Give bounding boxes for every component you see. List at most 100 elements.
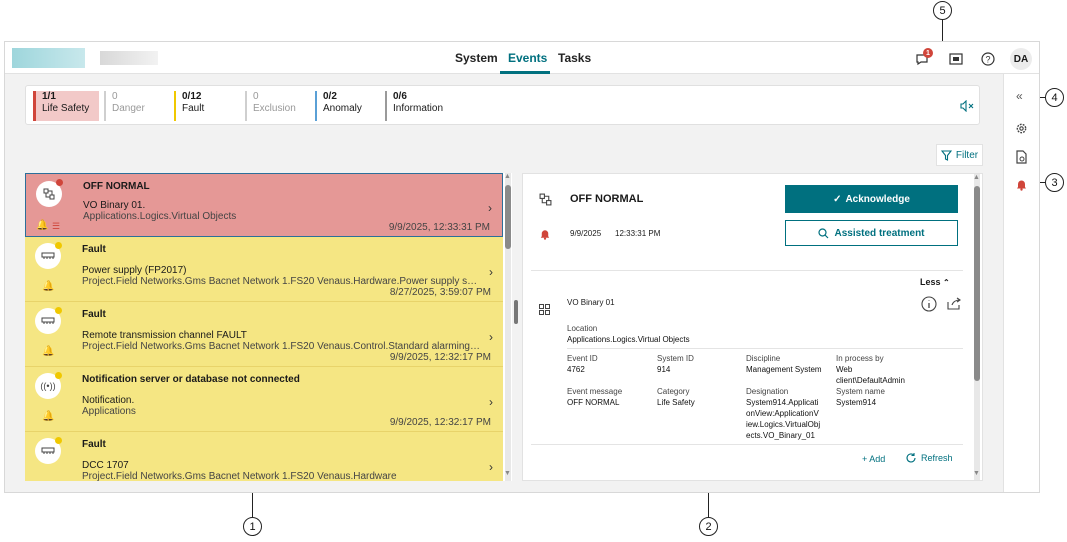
summary-count: 0/12 xyxy=(182,91,202,102)
event-card[interactable]: 🔔 Fault Power supply (FP2017) Project.Fi… xyxy=(25,237,503,302)
event-card[interactable]: ((•)) 🔔 Notification server or database … xyxy=(25,367,503,432)
callout-1: 1 xyxy=(243,517,262,536)
summary-label: Danger xyxy=(112,103,145,114)
detail-scroll-thumb[interactable] xyxy=(974,186,980,381)
event-card[interactable]: Fault DCC 1707 Project.Field Networks.Gm… xyxy=(25,432,503,481)
designation-value: System914.Applicati xyxy=(746,398,819,407)
event-line1: Notification. xyxy=(82,395,135,406)
help-icon[interactable]: ? xyxy=(980,51,996,67)
less-toggle[interactable]: Less ⌃ xyxy=(920,277,950,287)
alarm-bell-icon: 🔔 xyxy=(42,281,55,292)
list-scrollbar[interactable] xyxy=(505,173,511,481)
less-label: Less xyxy=(920,277,941,287)
event-title: OFF NORMAL xyxy=(83,181,150,192)
acknowledge-label: Acknowledge xyxy=(845,193,910,205)
tab-tasks[interactable]: Tasks xyxy=(558,51,592,65)
summary-count: 0/6 xyxy=(393,91,407,102)
detail-title: OFF NORMAL xyxy=(570,193,644,205)
summary-anomaly[interactable]: 0/2 Anomaly xyxy=(315,91,375,121)
event-timestamp: 9/9/2025, 12:32:17 PM xyxy=(389,417,491,428)
event-line1: Remote transmission channel FAULT xyxy=(82,330,247,341)
refresh-button[interactable]: Refresh xyxy=(905,452,953,464)
event-summary-bar: 1/1 Life Safety 0 Danger 0/12 Fault 0 Ex… xyxy=(25,85,980,125)
assisted-treatment-button[interactable]: Assisted treatment xyxy=(785,220,958,246)
id-card-icon[interactable] xyxy=(948,51,964,67)
event-line2: Project.Field Networks.Gms Bacnet Networ… xyxy=(82,471,397,481)
scroll-up-icon[interactable]: ▲ xyxy=(973,174,980,181)
designation-value: ects.VO_Binary_01 xyxy=(746,431,815,440)
tab-events[interactable]: Events xyxy=(508,51,548,65)
summary-label: Anomaly xyxy=(323,103,362,114)
summary-count: 0/2 xyxy=(323,91,337,102)
callout-5: 5 xyxy=(933,1,952,20)
summary-label: Fault xyxy=(182,103,205,114)
status-dot xyxy=(55,242,62,249)
list-scroll-thumb[interactable] xyxy=(505,185,511,249)
system-name-label: System name xyxy=(836,387,885,396)
grid-icon xyxy=(539,304,550,318)
tab-system[interactable]: System xyxy=(455,51,498,65)
scroll-down-icon[interactable]: ▼ xyxy=(973,470,980,477)
event-line1: DCC 1707 xyxy=(82,460,129,471)
designation-label: Designation xyxy=(746,387,789,396)
search-icon xyxy=(818,227,829,238)
summary-danger[interactable]: 0 Danger xyxy=(104,91,164,121)
chevron-right-icon: › xyxy=(489,460,493,474)
info-icon[interactable] xyxy=(921,296,937,315)
event-timestamp: 9/9/2025, 12:33:31 PM xyxy=(388,222,490,233)
report-icon[interactable] xyxy=(1015,150,1028,167)
divider xyxy=(531,444,963,445)
avatar[interactable]: DA xyxy=(1010,48,1032,70)
summary-fault[interactable]: 0/12 Fault xyxy=(174,91,234,121)
brand-name xyxy=(100,51,158,65)
system-id-value: 914 xyxy=(657,365,671,374)
event-line1: Power supply (FP2017) xyxy=(82,265,187,276)
object-name: VO Binary 01 xyxy=(567,298,615,307)
list-icon: ☰ xyxy=(52,221,61,231)
gear-icon[interactable] xyxy=(1015,122,1028,138)
callout-3: 3 xyxy=(1045,173,1064,192)
summary-label: Information xyxy=(393,103,444,114)
right-sidebar: « xyxy=(1003,74,1039,492)
category-label: Category xyxy=(657,387,690,396)
alarm-bell-icon: 🔔 xyxy=(42,346,55,357)
pane-splitter[interactable] xyxy=(514,300,518,324)
add-button[interactable]: + Add xyxy=(862,454,885,464)
summary-information[interactable]: 0/6 Information xyxy=(385,91,455,121)
chevron-right-icon: › xyxy=(489,330,493,344)
event-line2: Project.Field Networks.Gms Bacnet Networ… xyxy=(82,276,482,287)
summary-exclusion[interactable]: 0 Exclusion xyxy=(245,91,305,121)
status-dot xyxy=(55,437,62,444)
filter-label: Filter xyxy=(955,149,979,161)
summary-label: Exclusion xyxy=(253,103,296,114)
share-icon[interactable] xyxy=(947,297,962,313)
mute-icon[interactable] xyxy=(960,99,974,115)
top-bar: System Events Tasks 1 ? DA xyxy=(5,42,1039,74)
category-value: Life Safety xyxy=(657,398,695,407)
event-title: Notification server or database not conn… xyxy=(82,374,300,385)
event-title: Fault xyxy=(82,244,106,255)
summary-label: Life Safety xyxy=(42,103,90,114)
scroll-up-icon[interactable]: ▲ xyxy=(504,173,511,180)
scroll-down-icon[interactable]: ▼ xyxy=(504,470,511,477)
system-id-label: System ID xyxy=(657,354,694,363)
system-name-value: System914 xyxy=(836,398,877,407)
event-card[interactable]: 🔔 ☰ OFF NORMAL VO Binary 01. Application… xyxy=(25,173,503,237)
logic-icon xyxy=(539,193,552,209)
messages-icon[interactable]: 1 xyxy=(914,48,933,67)
callout-4: 4 xyxy=(1045,88,1064,107)
svg-text:?: ? xyxy=(985,55,990,65)
device-icon xyxy=(35,243,61,269)
add-label: Add xyxy=(869,454,886,464)
acknowledge-button[interactable]: ✓ Acknowledge xyxy=(785,185,958,213)
designation-value: onView:ApplicationV xyxy=(746,409,819,418)
event-card[interactable]: 🔔 Fault Remote transmission channel FAUL… xyxy=(25,302,503,367)
bell-icon[interactable] xyxy=(1015,178,1028,194)
location-value: Applications.Logics.Virtual Objects xyxy=(567,335,690,344)
filter-button[interactable]: Filter xyxy=(936,144,983,166)
summary-count: 0 xyxy=(253,91,259,102)
in-process-label: In process by xyxy=(836,354,884,363)
collapse-icon[interactable]: « xyxy=(1016,89,1023,103)
event-list: 🔔 ☰ OFF NORMAL VO Binary 01. Application… xyxy=(25,173,512,481)
summary-life-safety[interactable]: 1/1 Life Safety xyxy=(33,91,99,121)
